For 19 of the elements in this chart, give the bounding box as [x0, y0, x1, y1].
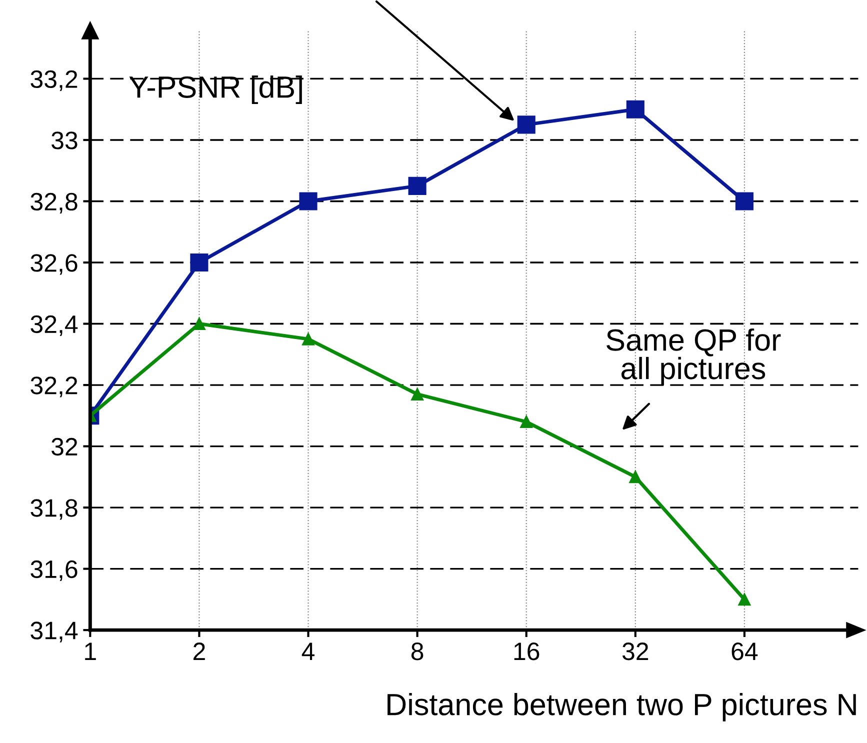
- x-tick-label: 4: [302, 642, 314, 660]
- y-tick-label: 33: [52, 132, 78, 150]
- annotation: Same QP for all pictures: [606, 328, 781, 386]
- x-tick-label: 32: [622, 642, 648, 660]
- y-tick-label: 32,4: [30, 315, 78, 336]
- x-tick-label: 8: [411, 642, 424, 660]
- x-axis-title: Distance between two P pictures N: [388, 692, 856, 722]
- x-tick-label: 64: [732, 642, 758, 660]
- x-tick-label: 1: [85, 642, 96, 660]
- y-tick-label: 31,8: [30, 499, 78, 520]
- y-tick-label: 32,2: [30, 376, 78, 398]
- y-tick-label: 32,6: [30, 254, 78, 275]
- y-tick-label: 33,2: [30, 70, 78, 91]
- y-tick-label: 31,4: [30, 622, 78, 642]
- y-tick-label: 32,8: [30, 192, 78, 214]
- x-tick-label: 2: [194, 642, 205, 660]
- y-tick-label: 31,6: [30, 560, 78, 582]
- x-tick-label: 16: [514, 642, 540, 660]
- y-tick-label: 32: [52, 438, 78, 456]
